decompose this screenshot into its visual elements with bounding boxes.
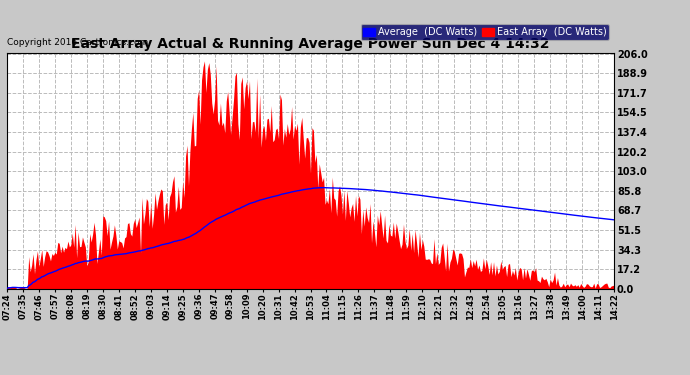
Legend: Average  (DC Watts), East Array  (DC Watts): Average (DC Watts), East Array (DC Watts…	[360, 24, 609, 40]
Title: East Array Actual & Running Average Power Sun Dec 4 14:32: East Array Actual & Running Average Powe…	[71, 38, 550, 51]
Text: Copyright 2016 Cartronics.com: Copyright 2016 Cartronics.com	[7, 38, 148, 47]
